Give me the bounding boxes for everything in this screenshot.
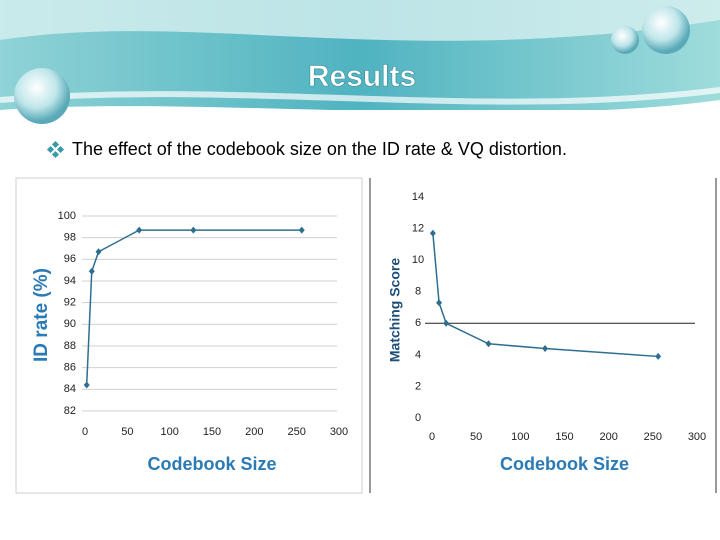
data-point xyxy=(485,340,492,348)
y-axis-label: ID rate (%) xyxy=(31,268,52,362)
y-axis-label: Matching Score xyxy=(387,258,403,362)
data-line xyxy=(85,229,302,386)
data-point xyxy=(95,248,102,256)
data-point xyxy=(655,352,662,360)
y-tick-label: 0 xyxy=(415,412,421,424)
y-tick-label: 86 xyxy=(64,362,76,374)
y-tick-label: 6 xyxy=(415,317,421,329)
y-tick-label: 12 xyxy=(412,222,424,234)
bullet-text: The effect of the codebook size on the I… xyxy=(72,139,567,159)
x-tick-label: 300 xyxy=(688,431,706,443)
x-tick-label: 0 xyxy=(429,431,435,443)
x-tick-label: 50 xyxy=(121,426,133,438)
y-tick-label: 10 xyxy=(412,254,424,266)
y-tick-label: 2 xyxy=(415,380,421,392)
bullet-icon xyxy=(46,140,65,159)
y-tick-label: 4 xyxy=(415,349,421,361)
y-tick-label: 84 xyxy=(64,383,76,395)
y-tick-label: 8 xyxy=(415,286,421,298)
x-axis-label: Codebook Size xyxy=(500,454,629,474)
y-tick-label: 90 xyxy=(64,318,76,330)
x-tick-label: 150 xyxy=(203,426,221,438)
x-tick-label: 250 xyxy=(644,431,662,443)
x-tick-label: 100 xyxy=(511,431,529,443)
y-tick-label: 96 xyxy=(64,253,76,265)
x-tick-label: 200 xyxy=(245,426,263,438)
x-tick-label: 250 xyxy=(287,426,305,438)
data-point xyxy=(443,319,450,327)
data-point xyxy=(436,299,443,307)
data-point xyxy=(298,226,305,234)
y-tick-label: 82 xyxy=(64,405,76,417)
header-decoration xyxy=(0,0,720,140)
data-point xyxy=(83,381,90,389)
x-tick-label: 150 xyxy=(555,431,573,443)
data-line xyxy=(432,233,659,358)
x-tick-label: 300 xyxy=(330,426,348,438)
y-tick-label: 94 xyxy=(64,275,76,287)
slide-title: Results xyxy=(308,60,416,93)
x-tick-label: 200 xyxy=(599,431,617,443)
data-point xyxy=(88,267,95,275)
y-tick-label: 100 xyxy=(58,210,76,222)
x-tick-label: 50 xyxy=(470,431,482,443)
chart-frame xyxy=(15,177,363,494)
y-tick-label: 88 xyxy=(64,340,76,352)
x-axis-label: Codebook Size xyxy=(147,454,276,474)
y-tick-label: 98 xyxy=(64,232,76,244)
x-tick-label: 100 xyxy=(160,426,178,438)
y-tick-label: 14 xyxy=(412,191,424,203)
data-point xyxy=(542,345,549,353)
y-tick-label: 92 xyxy=(64,297,76,309)
data-point xyxy=(429,229,436,237)
x-tick-label: 0 xyxy=(82,426,88,438)
data-point xyxy=(190,226,197,234)
data-point xyxy=(136,226,143,234)
